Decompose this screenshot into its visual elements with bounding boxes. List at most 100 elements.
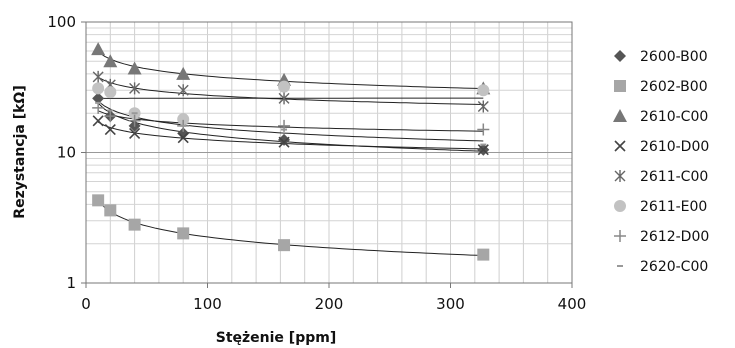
legend-marker — [614, 80, 626, 92]
data-point — [127, 61, 142, 75]
legend-label: 2611-C00 — [640, 169, 708, 185]
data-point — [177, 227, 190, 240]
marker-shape — [92, 92, 105, 105]
legend-label: 2611-E00 — [640, 199, 707, 215]
legend-marker — [614, 170, 626, 182]
marker-shape — [104, 204, 117, 217]
legend-item: 2610-D00 — [614, 139, 709, 155]
marker-shape — [177, 113, 190, 126]
x-tick-label: 300 — [436, 295, 465, 313]
marker-shape — [614, 230, 626, 242]
data-point — [104, 86, 117, 99]
marker-shape — [614, 50, 626, 62]
data-point — [92, 82, 105, 95]
data-point — [177, 84, 189, 97]
marker-shape — [128, 114, 141, 127]
marker-shape — [614, 200, 626, 212]
x-tick-label: 0 — [81, 295, 91, 313]
data-point — [104, 204, 117, 217]
marker-shape — [92, 115, 104, 127]
marker-shape — [278, 80, 291, 93]
data-point — [129, 127, 141, 139]
marker-shape — [103, 54, 118, 68]
marker-shape — [92, 70, 104, 83]
data-point — [92, 115, 104, 127]
trendline — [97, 76, 484, 105]
marker-shape — [278, 92, 290, 105]
data-point — [278, 92, 290, 105]
data-point — [129, 82, 141, 95]
marker-shape — [477, 248, 490, 261]
legend-marker — [614, 140, 626, 152]
marker-shape — [278, 136, 290, 148]
data-point — [92, 92, 105, 105]
marker-shape — [176, 66, 191, 80]
legend-label: 2612-D00 — [640, 229, 709, 245]
data-point — [477, 100, 489, 113]
legend-item: 2600-B00 — [614, 49, 708, 65]
data-point — [128, 218, 141, 231]
legend-label: 2620-C00 — [640, 259, 708, 275]
x-tick-label: 400 — [558, 295, 587, 313]
data-point — [92, 194, 105, 207]
y-tick-label: 10 — [57, 144, 76, 162]
data-point — [477, 248, 490, 261]
trendlines — [97, 51, 484, 257]
marker-shape — [104, 110, 117, 123]
marker-shape — [129, 127, 141, 139]
marker-shape — [104, 86, 117, 99]
trendline — [97, 200, 484, 257]
x-axis-title: Stężenie [ppm] — [216, 330, 336, 346]
plot-grid — [86, 22, 572, 283]
marker-shape — [177, 127, 190, 140]
data-markers — [91, 42, 491, 261]
data-point — [91, 42, 106, 56]
legend-label: 2602-B00 — [640, 79, 708, 95]
data-point — [177, 132, 189, 144]
legend-marker — [614, 230, 626, 242]
legend-marker — [614, 200, 626, 212]
marker-shape — [127, 61, 142, 75]
marker-shape — [104, 123, 116, 136]
marker-shape — [477, 100, 489, 113]
legend-item: 2612-D00 — [614, 229, 709, 245]
marker-shape — [92, 82, 105, 95]
marker-shape — [614, 170, 626, 182]
x-tick-label: 100 — [193, 295, 222, 313]
legend-item: 2602-B00 — [614, 79, 708, 95]
legend-item: 2620-C00 — [617, 259, 708, 275]
x-tick-label: 200 — [315, 295, 344, 313]
marker-shape — [614, 80, 626, 92]
trendline — [97, 102, 484, 152]
y-tick-label: 1 — [66, 274, 76, 292]
data-point — [278, 239, 291, 252]
marker-shape — [278, 133, 291, 146]
data-point — [477, 84, 490, 97]
data-point — [104, 110, 117, 123]
legend-item: 2610-C00 — [613, 109, 708, 125]
data-point — [177, 127, 190, 140]
data-point — [104, 123, 116, 136]
marker-shape — [177, 227, 190, 240]
marker-shape — [91, 42, 106, 56]
marker-shape — [129, 82, 141, 95]
y-tick-label: 100 — [47, 13, 76, 31]
data-point — [477, 144, 489, 156]
marker-shape — [477, 123, 490, 136]
data-point — [176, 66, 191, 80]
marker-shape — [278, 239, 291, 252]
data-point — [92, 70, 104, 83]
trendline — [97, 51, 484, 90]
data-point — [103, 54, 118, 68]
legend-label: 2610-D00 — [640, 139, 709, 155]
marker-shape — [128, 218, 141, 231]
y-axis-ticks: 1 10 100 — [47, 13, 86, 292]
trendline — [98, 110, 484, 132]
data-point — [278, 133, 291, 146]
data-point — [177, 113, 190, 126]
legend-label: 2600-B00 — [640, 49, 708, 65]
x-axis-ticks: 0 100 200 300 400 — [81, 283, 586, 313]
data-point — [477, 123, 490, 136]
trendline — [97, 121, 484, 150]
